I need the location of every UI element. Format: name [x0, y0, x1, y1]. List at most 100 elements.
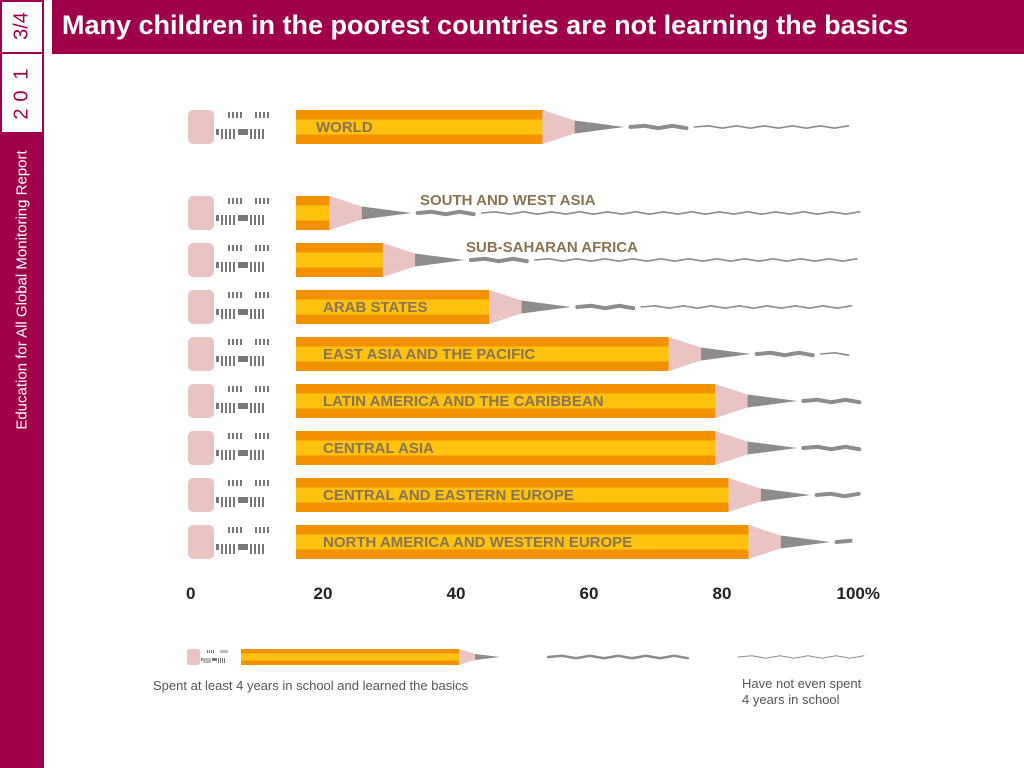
pencil-ferrule-mark — [229, 262, 231, 272]
pencil-ferrule-mark — [240, 112, 242, 118]
pencil-ferrule-mark — [232, 198, 234, 204]
pencil-ferrule-mark — [236, 527, 238, 533]
bar-label: WORLD — [316, 119, 373, 136]
pencil-ferrule-mark — [216, 450, 219, 456]
pencil-ferrule-mark — [228, 433, 230, 439]
pencil-lead-tip — [574, 120, 625, 134]
pencil-eraser — [188, 290, 214, 324]
pencil-ferrule-mark — [258, 309, 260, 319]
pencil-ferrule-mark — [228, 386, 230, 392]
pencil-ferrule-mark — [259, 198, 261, 204]
pencil-body-stripe — [296, 487, 729, 503]
pencil-ferrule-mark — [229, 497, 231, 507]
pencil-ferrule-mark — [232, 245, 234, 251]
pencil-ferrule-mark — [255, 339, 257, 345]
pencil-ferrule-mark — [259, 245, 261, 251]
pencil-lead-tip — [760, 488, 811, 502]
pencil-ferrule-mark — [238, 215, 248, 221]
pencil-ferrule-mark — [258, 497, 260, 507]
pencil-scribble-line — [480, 210, 861, 216]
pencil-ferrule-mark — [216, 403, 219, 409]
pencil-ferrule-mark — [255, 198, 257, 204]
pencil-ferrule-mark — [225, 497, 227, 507]
pencil-ferrule-mark — [233, 544, 235, 554]
pencil-ferrule-mark — [228, 198, 230, 204]
pencil-wood-tip — [542, 110, 595, 144]
pencil-ferrule-mark — [221, 544, 223, 554]
pencil-ferrule-mark — [262, 544, 264, 554]
title-bar: Many children in the poorest countries a… — [52, 0, 1024, 54]
pencil-ferrule-mark — [236, 112, 238, 118]
pencil-ferrule-mark — [236, 245, 238, 251]
pencil-ferrule-mark — [220, 650, 222, 653]
pencil-ferrule-mark — [233, 403, 235, 413]
pencil-ferrule-mark — [207, 650, 208, 653]
bar-label: ARAB STATES — [323, 299, 427, 316]
pencil-ferrule-mark — [263, 433, 265, 439]
pencil-ferrule-mark — [250, 544, 252, 554]
pencil-eraser — [188, 110, 214, 144]
pencil-ferrule-mark — [229, 356, 231, 366]
pencil-ferrule-mark — [216, 497, 219, 503]
pencil-wood-tip — [489, 290, 542, 324]
pencil-ferrule-mark — [229, 544, 231, 554]
pencil-ferrule-mark — [262, 497, 264, 507]
pencil-bar: WORLD — [188, 110, 850, 144]
pencil-ferrule-mark — [250, 215, 252, 225]
pencil-ferrule-mark — [233, 450, 235, 460]
x-tick-label: 40 — [447, 584, 466, 603]
pencil-ferrule-mark — [221, 403, 223, 413]
pencil-wood-tip — [728, 478, 781, 512]
pencil-ferrule-mark — [228, 292, 230, 298]
pencil-lead-tip — [415, 253, 465, 267]
pencil-eraser — [188, 196, 214, 230]
pencil-ferrule-mark — [250, 497, 252, 507]
pencil-eraser — [187, 649, 200, 665]
pencil-body-stripe — [296, 119, 543, 135]
pencil-ferrule-mark — [233, 356, 235, 366]
pencil-ferrule-mark — [255, 480, 257, 486]
pencil-ferrule-mark — [238, 403, 248, 409]
pencil-ferrule-mark — [220, 658, 221, 663]
pencil-ferrule-mark — [267, 433, 269, 439]
pencil-ferrule-mark — [267, 527, 269, 533]
pencil-ferrule-mark — [259, 527, 261, 533]
pencil-wood-tip — [329, 196, 382, 230]
pencil-ferrule-mark — [211, 650, 212, 653]
pencil-ferrule-mark — [250, 129, 252, 139]
pencil-bar: SUB-SAHARAN AFRICA — [188, 239, 858, 277]
sidebar: 2 0 1 3/4 Education for All Global Monit… — [0, 0, 44, 768]
bar-label: SOUTH AND WEST ASIA — [420, 192, 596, 209]
pencil-wood-tip — [715, 384, 768, 418]
pencil-ferrule-mark — [255, 245, 257, 251]
bar-label: EAST ASIA AND THE PACIFIC — [323, 346, 535, 363]
pencil-ferrule-mark — [240, 433, 242, 439]
pencil-ferrule-mark — [216, 309, 219, 315]
pencil-lead-tip — [701, 347, 751, 361]
pencil-ferrule-mark — [216, 129, 219, 135]
pencil-ferrule-mark — [209, 658, 211, 663]
pencil-ferrule-mark — [262, 309, 264, 319]
pencil-ferrule-mark — [225, 544, 227, 554]
pencil-ferrule-mark — [267, 339, 269, 345]
pencil-scribble-line — [415, 209, 476, 217]
pencil-ferrule-mark — [225, 450, 227, 460]
pencil-scribble-line — [801, 397, 862, 405]
pencil-ferrule-mark — [240, 245, 242, 251]
pencil-ferrule-mark — [229, 129, 231, 139]
pencil-ferrule-mark — [263, 198, 265, 204]
legend-label: Have not even spent 4 years in school — [742, 676, 862, 707]
pencil-ferrule-mark — [250, 309, 252, 319]
pencil-ferrule-mark — [254, 544, 256, 554]
pencil-ferrule-mark — [225, 356, 227, 366]
pencil-ferrule-mark — [221, 262, 223, 272]
pencil-ferrule-mark — [262, 450, 264, 460]
pencil-lead-tip — [747, 441, 798, 455]
pencil-ferrule-mark — [225, 262, 227, 272]
pencil-ferrule-mark — [233, 309, 235, 319]
pencil-ferrule-mark — [240, 386, 242, 392]
pencil-lead-tip — [780, 535, 831, 549]
pencil-ferrule-mark — [262, 215, 264, 225]
pencil-wood-tip — [715, 431, 768, 465]
pencil-ferrule-mark — [254, 309, 256, 319]
